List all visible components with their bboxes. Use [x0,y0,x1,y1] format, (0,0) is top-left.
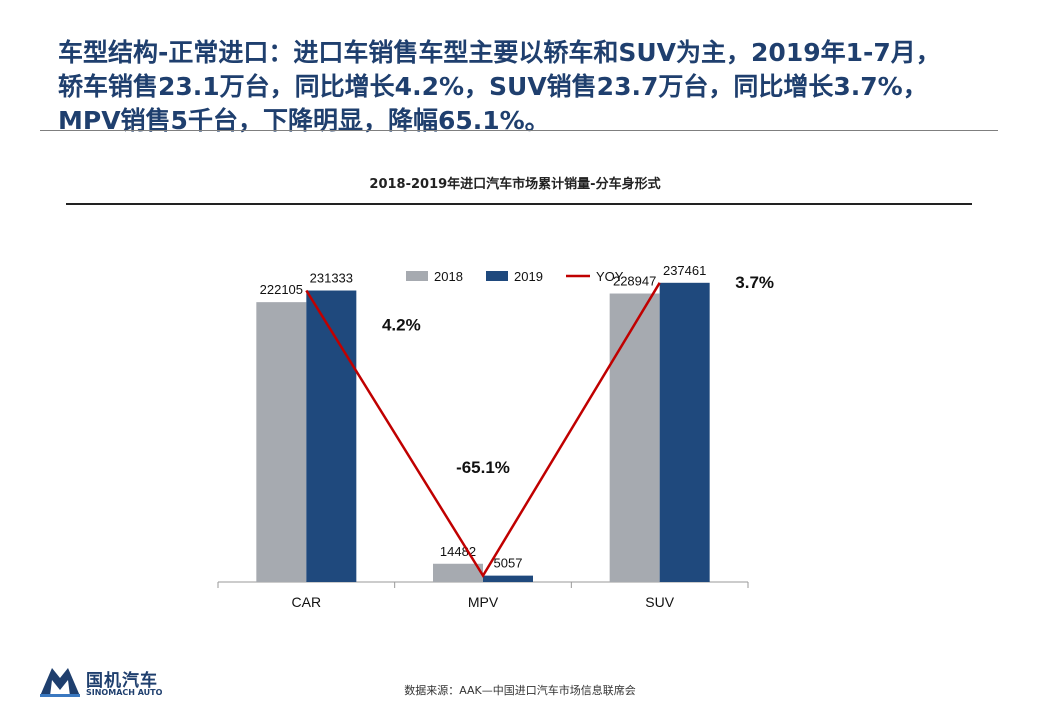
x-tick-label-SUV: SUV [645,594,674,610]
header-divider [40,130,998,131]
data-label-2019-SUV: 237461 [663,263,706,278]
yoy-line [305,282,661,579]
data-label-2018-SUV: 228947 [613,274,656,289]
headline-line-1: 车型结构-正常进口：进口车销售车型主要以轿车和SUV为主，2019年1-7月， [58,38,941,67]
data-source-note: 数据来源：AAK—中国进口汽车市场信息联席会 [404,684,636,697]
legend-label-2018: 2018 [434,269,463,284]
company-logo: 国机汽车 SINOMACH AUTO [40,664,180,704]
bar-2019-MPV [483,575,533,582]
bar-2018-MPV [433,563,483,582]
data-label-2018-CAR: 222105 [260,282,303,297]
data-label-2019-MPV: 5057 [494,556,523,571]
bar-2018-SUV [609,293,660,582]
headline: 车型结构-正常进口：进口车销售车型主要以轿车和SUV为主，2019年1-7月， … [58,36,1018,138]
headline-line-2: 轿车销售23.1万台，同比增长4.2%，SUV销售23.7万台，同比增长3.7%… [58,72,928,101]
chart-title: 2018-2019年进口汽车市场累计销量-分车身形式 [369,177,661,192]
legend-label-yoy: YOY [596,269,624,284]
x-tick-label-MPV: MPV [468,594,499,610]
yoy-label-CAR: 4.2% [382,316,421,335]
legend-swatch-2018 [406,271,428,281]
bar-2018-CAR [256,302,307,582]
legend-label-2019: 2019 [514,269,543,284]
bar-2019-CAR [306,290,357,582]
data-label-2019-CAR: 231333 [310,271,353,286]
x-tick-label-CAR: CAR [292,594,322,610]
chart-title-divider [66,203,972,205]
logo-subtitle: SINOMACH AUTO [86,688,163,697]
logo-name: 国机汽车 [86,671,158,691]
bar-2019-SUV [659,282,710,582]
legend-swatch-2019 [486,271,508,281]
sinomach-logo-icon [40,668,80,697]
yoy-label-SUV: 3.7% [735,273,774,292]
yoy-label-MPV: -65.1% [456,458,510,477]
